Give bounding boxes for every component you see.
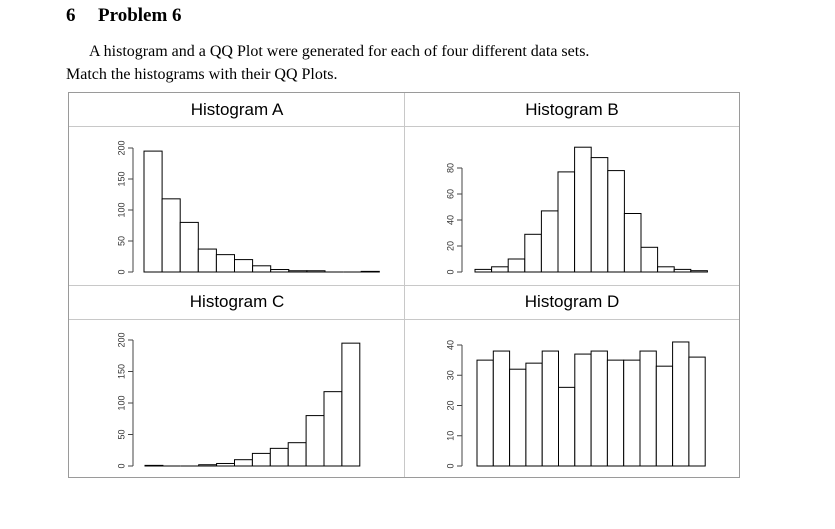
histogram-d-bar xyxy=(558,386,576,467)
histogram-d-bar xyxy=(525,362,543,467)
histogram-c-y-tick-label: 200 xyxy=(116,332,126,347)
histogram-c-bar xyxy=(305,415,325,467)
problem-intro-line-2: Match the histograms with their QQ Plots… xyxy=(66,66,338,83)
histogram-b-bar xyxy=(557,171,576,273)
histogram-d-bar xyxy=(688,356,706,467)
histogram-a-bar xyxy=(270,269,290,273)
histogram-c-bar xyxy=(323,391,343,467)
histogram-d-y-tick-label: 40 xyxy=(445,340,455,350)
histogram-a-bar xyxy=(252,265,272,273)
grid-divider-bottom-title xyxy=(69,319,739,320)
histogram-a-y-tick-label: 100 xyxy=(116,202,126,217)
histogram-b-bar xyxy=(524,233,542,273)
histogram-c-bar xyxy=(198,464,218,467)
histogram-a-y-tick-label: 200 xyxy=(116,140,126,155)
histogram-c-bar xyxy=(216,462,236,467)
histogram-d-y-tick-label: 20 xyxy=(445,400,455,410)
histogram-b-y-tick-label: 20 xyxy=(445,241,455,251)
histogram-b-bar xyxy=(590,157,609,273)
histogram-d-bar xyxy=(509,368,527,467)
histogram-d-bar xyxy=(476,359,494,467)
histogram-b-bar xyxy=(673,268,692,273)
histogram-d-y-tick-label: 10 xyxy=(445,431,455,441)
histogram-c-bar xyxy=(144,464,164,467)
histogram-a-bar xyxy=(234,259,254,273)
problem-intro-line-1: A histogram and a QQ Plot were generated… xyxy=(89,43,590,60)
histogram-d-bar xyxy=(574,353,592,467)
histogram-b-bar xyxy=(491,266,509,273)
histogram-a-bar xyxy=(161,198,181,273)
histogram-a-bar xyxy=(360,270,380,273)
histogram-a-bar xyxy=(215,254,235,273)
histogram-d-bar xyxy=(606,359,625,467)
histogram-c-bar xyxy=(234,459,253,467)
histogram-c-bar xyxy=(269,447,289,467)
histogram-a-bar xyxy=(197,248,217,273)
histogram-d-bar xyxy=(492,350,511,467)
histogram-b-bar xyxy=(623,213,642,273)
histogram-b-y-tick-label: 40 xyxy=(445,215,455,225)
histogram-c-bar xyxy=(287,442,307,467)
grid-divider-middle xyxy=(69,285,739,286)
histogram-d-title: Histogram D xyxy=(524,292,620,311)
histogram-a-bar xyxy=(179,221,199,273)
histogram-d-y-tick-label: 30 xyxy=(445,370,455,380)
histogram-c-y-tick-label: 150 xyxy=(116,364,126,379)
histogram-b-bar xyxy=(657,266,675,273)
histogram-d-bar xyxy=(541,350,560,467)
histogram-b-y-tick-label: 80 xyxy=(445,163,455,173)
histogram-grid xyxy=(68,92,740,478)
histogram-b-bar xyxy=(507,258,526,273)
histogram-b-bar xyxy=(574,146,592,273)
histogram-d-bar xyxy=(623,359,641,467)
problem-title: Problem 6 xyxy=(98,5,182,26)
histogram-b-bar xyxy=(474,268,493,273)
histogram-d-bar xyxy=(590,350,608,467)
histogram-c-y-tick-label: 50 xyxy=(116,429,126,439)
histogram-d-bar xyxy=(655,365,674,467)
histogram-b-bar xyxy=(640,246,659,273)
problem-heading: 6 Problem 6 xyxy=(66,5,182,27)
histogram-c-bar xyxy=(251,452,271,467)
histogram-b-bar xyxy=(540,210,559,273)
grid-divider-top-title xyxy=(69,126,739,127)
histogram-a-y-tick-label: 150 xyxy=(116,171,126,186)
histogram-a-title: Histogram A xyxy=(190,100,284,119)
histogram-d-y-tick-label: 0 xyxy=(445,463,455,468)
histogram-b-title: Histogram B xyxy=(525,100,619,119)
histogram-d-bar xyxy=(639,350,657,467)
histogram-a-y-tick-label: 0 xyxy=(116,269,126,274)
histogram-b-y-tick-label: 0 xyxy=(445,269,455,274)
histogram-a-bar xyxy=(306,270,326,273)
problem-number: 6 xyxy=(66,5,76,26)
histogram-a-bar xyxy=(143,150,163,273)
histogram-d-bar xyxy=(672,341,690,467)
histogram-a-bar xyxy=(288,270,308,273)
histogram-a-y-tick-label: 50 xyxy=(116,236,126,246)
histogram-c-y-tick-label: 100 xyxy=(116,395,126,410)
histogram-c-y-tick-label: 0 xyxy=(116,463,126,468)
histogram-b-bar xyxy=(607,170,625,273)
histogram-c-bar xyxy=(341,342,361,467)
histogram-c-title: Histogram C xyxy=(189,292,285,311)
histogram-b-y-tick-label: 60 xyxy=(445,189,455,199)
histogram-b-bar xyxy=(690,270,708,273)
